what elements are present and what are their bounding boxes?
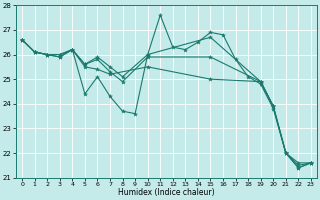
X-axis label: Humidex (Indice chaleur): Humidex (Indice chaleur) [118,188,215,197]
